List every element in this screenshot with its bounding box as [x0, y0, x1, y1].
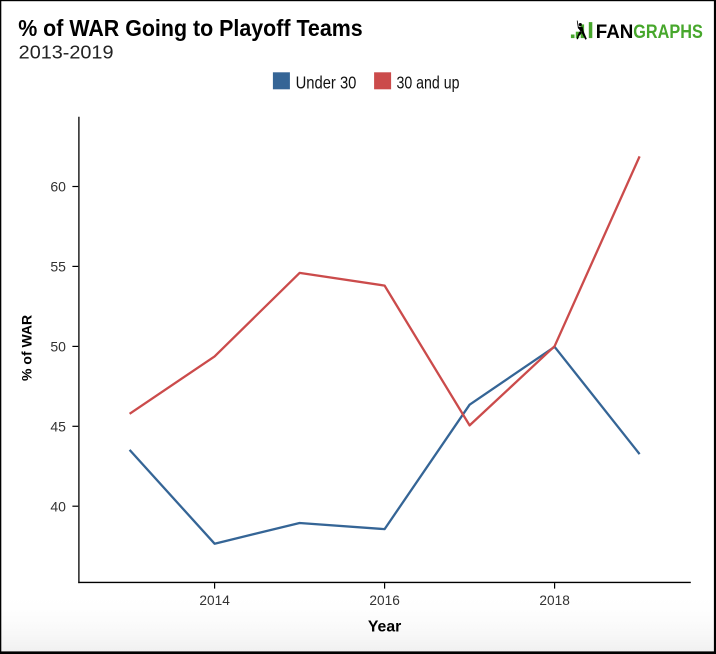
- svg-text:55: 55: [50, 259, 66, 275]
- svg-text:30 and up: 30 and up: [397, 72, 460, 92]
- svg-text:% of WAR: % of WAR: [18, 315, 34, 381]
- svg-text:Year: Year: [368, 619, 401, 636]
- svg-text:45: 45: [50, 418, 66, 434]
- svg-text:% of WAR Going to Playoff Team: % of WAR Going to Playoff Teams: [18, 15, 363, 41]
- svg-text:FAN: FAN: [596, 21, 634, 43]
- svg-text:40: 40: [50, 498, 66, 514]
- svg-text:2018: 2018: [539, 593, 570, 608]
- svg-text:2014: 2014: [199, 593, 230, 608]
- svg-text:Under 30: Under 30: [296, 72, 357, 92]
- svg-text:60: 60: [50, 179, 66, 195]
- svg-text:2013-2019: 2013-2019: [19, 41, 114, 62]
- svg-text:GRAPHS: GRAPHS: [633, 21, 703, 43]
- svg-text:2016: 2016: [369, 593, 400, 608]
- svg-text:50: 50: [50, 339, 66, 355]
